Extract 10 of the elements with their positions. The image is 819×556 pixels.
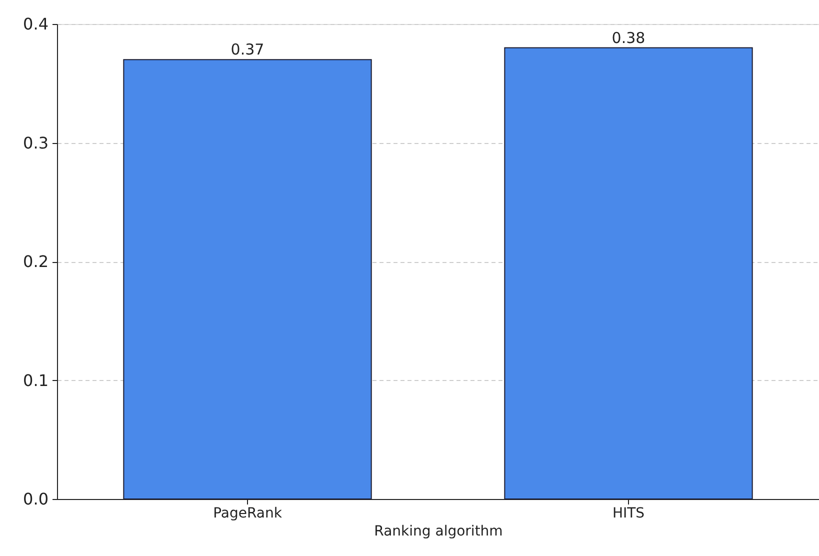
y-tick-label: 0.0 bbox=[23, 490, 48, 508]
x-tick-label: PageRank bbox=[213, 506, 283, 522]
x-axis-title: Ranking algorithm bbox=[374, 524, 503, 540]
data-label: 0.37 bbox=[230, 40, 264, 59]
y-tick-label: 0.4 bbox=[23, 14, 48, 34]
y-tick-label: 0.2 bbox=[23, 252, 48, 271]
y-tick-label: 0.3 bbox=[23, 133, 48, 152]
x-tick-label: HITS bbox=[612, 506, 645, 522]
y-tick-label: 0.1 bbox=[23, 370, 48, 390]
data-label: 0.38 bbox=[612, 28, 646, 47]
